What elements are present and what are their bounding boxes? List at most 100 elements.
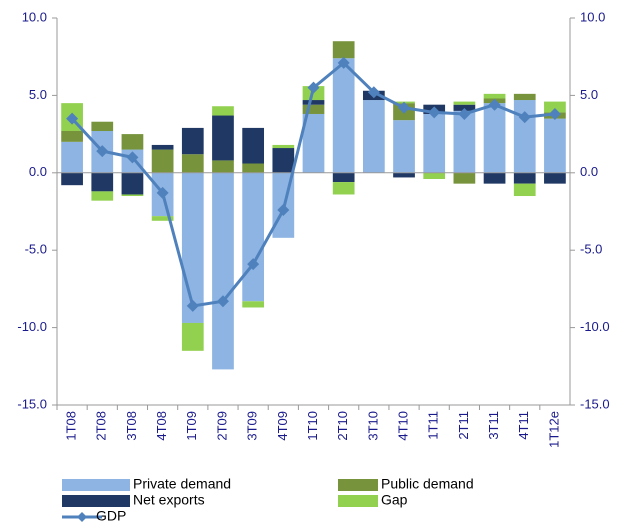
y-tick-label: -5.0 — [25, 242, 47, 257]
line-marker — [216, 295, 229, 308]
x-tick-label: 1T11 — [426, 411, 441, 440]
bar-segment — [544, 118, 566, 173]
bar-segment — [181, 154, 204, 173]
legend-label: Gap — [381, 492, 408, 508]
legend-label: Net exports — [133, 492, 205, 508]
bar-segment — [212, 172, 234, 370]
bar-segment — [212, 106, 234, 116]
bar-segment — [302, 104, 325, 114]
line-marker — [66, 112, 79, 125]
legend-label: Public demand — [381, 476, 474, 492]
x-tick-label: 4T11 — [516, 411, 531, 440]
line-marker — [126, 151, 139, 164]
bar-segment — [393, 120, 415, 173]
bar-segment — [121, 172, 144, 195]
bar-segment — [302, 100, 325, 105]
bar-segment — [423, 172, 446, 179]
bar-segment — [453, 104, 476, 111]
bar-segment — [121, 134, 144, 150]
x-tick-label: 1T10 — [305, 411, 320, 441]
bar-segment — [483, 172, 506, 184]
y-tick-label: 0.0 — [29, 164, 47, 179]
bar-segment — [242, 127, 265, 164]
bar-segment — [513, 100, 536, 173]
legend-label: Private demand — [133, 476, 231, 492]
bar-segment — [483, 103, 506, 173]
bar-segment — [61, 141, 83, 173]
bar-segment — [453, 172, 476, 184]
line-marker — [398, 101, 411, 114]
line-marker — [488, 98, 501, 111]
bar-segment — [513, 93, 536, 101]
x-tick-label: 3T10 — [365, 411, 380, 441]
bar-segment — [332, 182, 355, 195]
x-tick-label: 2T11 — [456, 411, 471, 440]
bar-segment — [151, 144, 174, 150]
bar-segment — [332, 172, 355, 183]
line-marker — [156, 186, 169, 199]
legend-swatch — [338, 479, 378, 491]
bar-segment — [242, 163, 265, 173]
y-tick-label: 5.0 — [29, 87, 47, 102]
line-marker — [307, 81, 320, 94]
bar-segment — [61, 172, 83, 186]
y-tick-label: -15.0 — [17, 396, 47, 411]
x-tick-label: 2T10 — [335, 411, 350, 441]
bar-segment — [91, 121, 114, 132]
legend-label: GDP — [96, 508, 126, 524]
y2-tick-label: 5.0 — [580, 87, 598, 102]
bar-segment — [332, 41, 355, 59]
y2-tick-label: 10.0 — [580, 9, 605, 24]
bar-segment — [453, 110, 476, 173]
bar-segment — [212, 115, 234, 161]
line-marker — [428, 106, 441, 119]
bar-segment — [91, 172, 114, 192]
line-marker — [277, 203, 290, 216]
legend-swatch — [62, 495, 130, 507]
y2-tick-label: 0.0 — [580, 164, 598, 179]
bar-segment — [362, 100, 385, 173]
bar-segment — [61, 131, 83, 142]
line-marker — [186, 299, 199, 312]
line-marker — [337, 56, 350, 69]
bar-segment — [423, 113, 446, 173]
bar-segment — [272, 144, 295, 149]
y2-tick-label: -10.0 — [580, 319, 610, 334]
line-marker — [96, 145, 109, 158]
line-marker — [518, 111, 531, 124]
bar-segment — [544, 101, 566, 113]
x-tick-label: 4T08 — [154, 411, 169, 441]
x-tick-label: 2T08 — [94, 411, 109, 441]
bar-segment — [302, 113, 325, 173]
x-tick-label: 3T08 — [124, 411, 139, 441]
bar-segment — [453, 101, 476, 105]
x-tick-label: 4T10 — [395, 411, 410, 441]
bar-segment — [544, 172, 566, 184]
bar-segment — [151, 216, 174, 221]
bar-segment — [181, 127, 204, 155]
y-tick-label: -10.0 — [17, 319, 47, 334]
legend-swatch — [62, 479, 130, 491]
bar-segment — [513, 183, 536, 197]
bar-segment — [181, 322, 204, 351]
y-tick-label: 10.0 — [22, 9, 47, 24]
bar-segment — [242, 301, 265, 308]
line-marker — [548, 107, 561, 120]
y2-tick-label: -5.0 — [580, 242, 602, 257]
legend-swatch — [338, 495, 378, 507]
x-tick-label: 1T08 — [64, 411, 79, 441]
bar-segment — [242, 172, 265, 302]
x-tick-label: 1T09 — [184, 411, 199, 441]
bar-segment — [212, 160, 234, 173]
x-tick-label: 1T12e — [546, 411, 561, 448]
x-tick-label: 3T11 — [486, 411, 501, 440]
bar-segment — [151, 149, 174, 173]
x-tick-label: 4T09 — [275, 411, 290, 441]
bar-segment — [513, 172, 536, 184]
bar-segment — [121, 194, 144, 197]
x-tick-label: 2T09 — [214, 411, 229, 441]
bar-segment — [483, 93, 506, 99]
bar-segment — [332, 58, 355, 173]
bar-segment — [393, 172, 415, 178]
